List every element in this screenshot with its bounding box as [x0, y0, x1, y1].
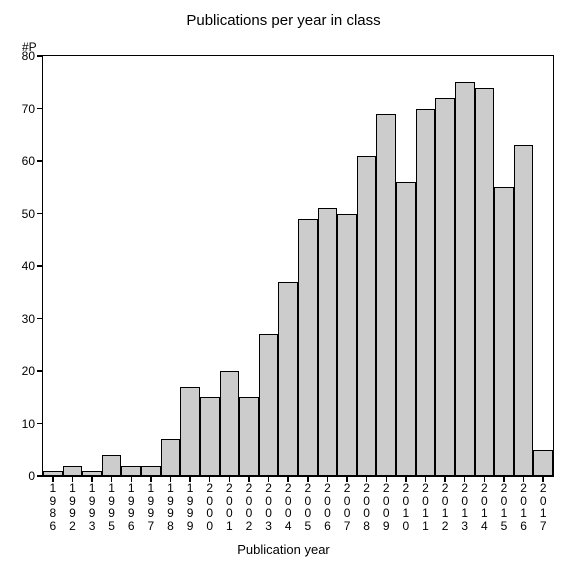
x-tick-label: 2015 — [499, 482, 509, 532]
bar — [141, 466, 161, 477]
x-tick-label: 1998 — [166, 482, 176, 532]
y-tick — [37, 370, 43, 372]
bar — [200, 397, 220, 476]
bar — [357, 156, 377, 476]
x-tick-label: 1992 — [67, 482, 77, 532]
y-tick-label: 30 — [22, 312, 35, 326]
x-tick-label: 1997 — [146, 482, 156, 532]
y-tick — [37, 213, 43, 215]
y-tick-label: 0 — [28, 469, 35, 483]
chart-title: Publications per year in class — [0, 12, 567, 29]
y-tick-label: 10 — [22, 417, 35, 431]
bar — [161, 439, 181, 476]
chart-container: Publications per year in class #P 010203… — [0, 0, 567, 567]
bar — [455, 82, 475, 476]
x-tick-label: 2010 — [401, 482, 411, 532]
y-tick — [37, 318, 43, 320]
x-tick-label: 2006 — [322, 482, 332, 532]
bar — [298, 219, 318, 476]
bar — [435, 98, 455, 476]
bar — [121, 466, 141, 477]
bar — [475, 88, 495, 477]
x-tick-label: 1999 — [185, 482, 195, 532]
x-tick-label: 2009 — [381, 482, 391, 532]
y-tick-label: 50 — [22, 207, 35, 221]
x-tick-label: 2008 — [362, 482, 372, 532]
y-tick-label: 60 — [22, 154, 35, 168]
bar — [533, 450, 553, 476]
bar — [494, 187, 514, 476]
plot-area: 0102030405060708019861992199319951996199… — [42, 55, 554, 477]
x-tick-label: 2011 — [421, 482, 431, 532]
x-tick-label: 1995 — [107, 482, 117, 532]
x-tick-label: 1996 — [126, 482, 136, 532]
x-tick-label: 2002 — [244, 482, 254, 532]
bar — [337, 214, 357, 477]
x-tick-label: 2012 — [440, 482, 450, 532]
bar — [318, 208, 338, 476]
bar — [180, 387, 200, 476]
y-tick-label: 20 — [22, 364, 35, 378]
x-tick-label: 1986 — [48, 482, 58, 532]
y-tick — [37, 423, 43, 425]
x-axis-label: Publication year — [0, 542, 567, 557]
x-tick-label: 1993 — [87, 482, 97, 532]
y-tick — [37, 108, 43, 110]
bar — [63, 466, 83, 477]
bar — [514, 145, 534, 476]
x-tick-label: 2003 — [264, 482, 274, 532]
x-tick-label: 2000 — [205, 482, 215, 532]
x-tick-label: 2004 — [283, 482, 293, 532]
bar — [396, 182, 416, 476]
bar — [259, 334, 279, 476]
bar — [239, 397, 259, 476]
x-tick-label: 2007 — [342, 482, 352, 532]
y-tick — [37, 55, 43, 57]
bar — [416, 109, 436, 477]
y-tick-label: 40 — [22, 259, 35, 273]
x-tick-label: 2013 — [460, 482, 470, 532]
bar — [220, 371, 240, 476]
x-tick-label: 2005 — [303, 482, 313, 532]
y-tick-label: 70 — [22, 102, 35, 116]
bar — [102, 455, 122, 476]
y-tick — [37, 160, 43, 162]
y-tick — [37, 265, 43, 267]
x-tick-label: 2014 — [479, 482, 489, 532]
bar — [376, 114, 396, 476]
x-tick-label: 2017 — [538, 482, 548, 532]
x-tick-label: 2016 — [519, 482, 529, 532]
x-tick-label: 2001 — [224, 482, 234, 532]
bar — [278, 282, 298, 476]
y-tick-label: 80 — [22, 49, 35, 63]
